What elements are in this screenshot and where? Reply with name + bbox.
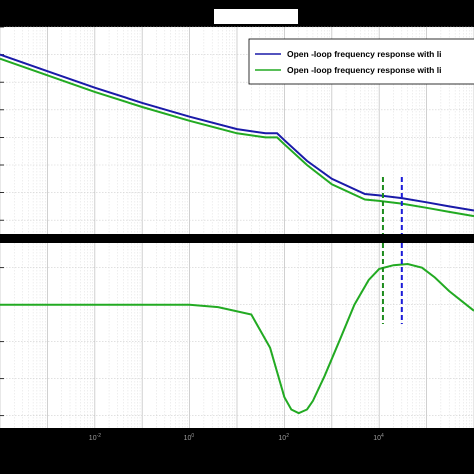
x-tick-label: 10-2 (89, 433, 101, 442)
x-tick-label: 100 (184, 433, 195, 442)
x-tick-labels: 10-2 100 102 104 (89, 433, 384, 442)
vertical-markers (381, 177, 403, 324)
legend-label-green: Open -loop frequency response with li (287, 65, 441, 75)
phase-grid (0, 243, 474, 428)
phase-line-green (0, 262, 474, 415)
title-box (214, 9, 298, 24)
phase-lines (0, 262, 474, 415)
magnitude-line-blue (0, 53, 474, 212)
magnitude-lines (0, 53, 474, 218)
legend-box (248, 38, 474, 85)
x-tick-label: 102 (278, 433, 289, 442)
x-tick-label: 104 (373, 433, 384, 442)
magnitude-line-green (0, 57, 474, 218)
legend-label-blue: Open -loop frequency response with li (287, 49, 441, 59)
phase-subplot (0, 243, 474, 428)
legend: Open -loop frequency response with li Op… (248, 38, 474, 85)
